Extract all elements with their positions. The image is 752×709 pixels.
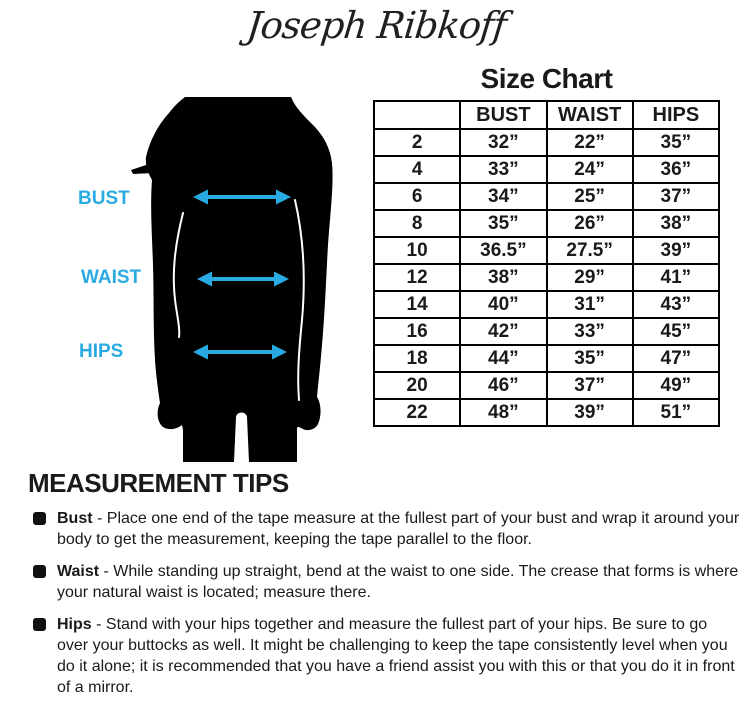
size-chart-row: 18 44” 35” 47” (372, 344, 721, 373)
hips-cell: 43” (631, 290, 721, 319)
size-chart-row: 10 36.5” 27.5” 39” (372, 236, 721, 265)
tip-item: Hips - Stand with your hips together and… (28, 614, 740, 698)
waist-cell: 31” (545, 290, 634, 319)
tip-text: Bust - Place one end of the tape measure… (57, 508, 740, 550)
tip-body: Place one end of the tape measure at the… (57, 510, 740, 548)
header-hips-cell: HIPS (631, 100, 721, 130)
hips-cell: 37” (631, 182, 721, 211)
tip-item: Bust - Place one end of the tape measure… (28, 508, 740, 550)
size-cell: 10 (372, 236, 462, 265)
size-chart-row: 12 38” 29” 41” (372, 263, 721, 292)
tip-text: Waist - While standing up straight, bend… (57, 561, 740, 603)
waist-cell: 29” (545, 263, 634, 292)
waist-measure-arrow-icon (197, 271, 289, 287)
waist-label: WAIST (81, 267, 142, 288)
brand-logo-text: Joseph Ribkoff (244, 4, 508, 47)
tip-separator: - (92, 510, 107, 527)
size-chart-title: Size Chart (480, 63, 613, 94)
measurement-tips-heading: MEASUREMENT TIPS (28, 468, 289, 498)
tip-term: Waist (57, 563, 100, 580)
square-bullet-icon (33, 565, 46, 578)
header-waist-cell: WAIST (545, 100, 634, 130)
size-cell: 2 (372, 128, 462, 157)
tip-separator: - (99, 563, 114, 580)
brand-logo: Joseph Ribkoff (0, 4, 752, 47)
size-chart-row: 20 46” 37” 49” (372, 371, 721, 400)
bust-cell: 32” (459, 128, 548, 157)
tip-body: Stand with your hips together and measur… (57, 616, 735, 696)
size-cell: 22 (372, 398, 462, 427)
bust-cell: 42” (459, 317, 548, 346)
size-chart-row: 4 33” 24” 36” (372, 155, 721, 184)
size-cell: 8 (372, 209, 462, 238)
waist-cell: 27.5” (545, 236, 634, 265)
size-chart-header-row: BUST WAIST HIPS (372, 100, 721, 130)
bust-measure-arrow-icon (193, 189, 291, 205)
silhouette-hair-strand (131, 163, 153, 174)
bust-cell: 40” (459, 290, 548, 319)
size-chart-row: 22 48” 39” 51” (372, 398, 721, 427)
silhouette-left-seam-line (172, 212, 184, 338)
tip-body: While standing up straight, bend at the … (57, 563, 739, 601)
size-chart-table: BUST WAIST HIPS 2 32” 22” 35” 4 33” 24” … (372, 100, 721, 427)
bust-cell: 44” (459, 344, 548, 373)
size-cell: 6 (372, 182, 462, 211)
header-bust-cell: BUST (459, 100, 548, 130)
size-chart-row: 14 40” 31” 43” (372, 290, 721, 319)
tip-separator: - (91, 616, 106, 633)
waist-cell: 26” (545, 209, 634, 238)
size-cell: 16 (372, 317, 462, 346)
waist-cell: 25” (545, 182, 634, 211)
measurement-tips-section: MEASUREMENT TIPS Bust - Place one end of… (28, 468, 740, 709)
size-chart-row: 16 42” 33” 45” (372, 317, 721, 346)
bust-cell: 33” (459, 155, 548, 184)
bust-label: BUST (78, 188, 130, 209)
size-cell: 14 (372, 290, 462, 319)
hips-cell: 39” (631, 236, 721, 265)
hips-cell: 49” (631, 371, 721, 400)
bust-cell: 34” (459, 182, 548, 211)
waist-cell: 24” (545, 155, 634, 184)
square-bullet-icon (33, 512, 46, 525)
hips-cell: 41” (631, 263, 721, 292)
bust-cell: 35” (459, 209, 548, 238)
tip-term: Hips (57, 616, 92, 633)
size-chart-row: 8 35” 26” 38” (372, 209, 721, 238)
size-cell: 4 (372, 155, 462, 184)
hips-cell: 35” (631, 128, 721, 157)
size-cell: 12 (372, 263, 462, 292)
tip-item: Waist - While standing up straight, bend… (28, 561, 740, 603)
size-cell: 18 (372, 344, 462, 373)
size-cell: 20 (372, 371, 462, 400)
bust-cell: 38” (459, 263, 548, 292)
waist-cell: 33” (545, 317, 634, 346)
hips-label: HIPS (79, 341, 124, 362)
square-bullet-icon (33, 618, 46, 631)
silhouette-right-seam-line (294, 199, 305, 401)
tip-text: Hips - Stand with your hips together and… (57, 614, 740, 698)
size-chart-row: 6 34” 25” 37” (372, 182, 721, 211)
waist-cell: 22” (545, 128, 634, 157)
bust-cell: 46” (459, 371, 548, 400)
bust-cell: 48” (459, 398, 548, 427)
hips-cell: 38” (631, 209, 721, 238)
hips-cell: 47” (631, 344, 721, 373)
hips-measure-arrow-icon (193, 344, 287, 360)
hips-cell: 51” (631, 398, 721, 427)
size-chart-row: 2 32” 22” 35” (372, 128, 721, 157)
hips-cell: 45” (631, 317, 721, 346)
header-size-cell (372, 100, 462, 130)
waist-cell: 37” (545, 371, 634, 400)
waist-cell: 35” (545, 344, 634, 373)
tip-term: Bust (57, 510, 93, 527)
hips-cell: 36” (631, 155, 721, 184)
waist-cell: 39” (545, 398, 634, 427)
bust-cell: 36.5” (459, 236, 548, 265)
